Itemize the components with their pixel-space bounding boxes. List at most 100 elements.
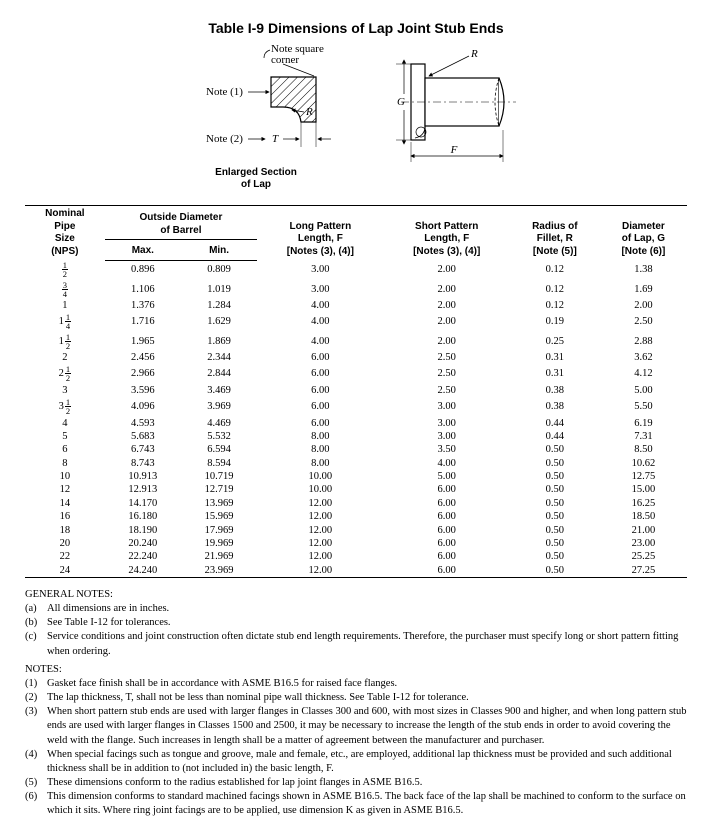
cell-r: 0.50 [510,457,600,470]
cell-short: 4.00 [384,457,510,470]
cell-min: 15.969 [181,510,257,523]
table-row: 22.4562.3446.002.500.313.62 [25,351,687,364]
cell-nps: 5 [25,430,105,443]
figure-area: Note squarecorner Note (1) R Note (2) T … [25,42,687,201]
cell-r: 0.50 [510,537,600,550]
cell-max: 0.896 [105,260,181,279]
cell-long: 6.00 [257,364,383,383]
cell-max: 8.743 [105,457,181,470]
table-row: 341.1061.0193.002.000.121.69 [25,279,687,298]
cell-max: 2.966 [105,364,181,383]
cell-max: 4.096 [105,397,181,416]
note-text: Gasket face finish shall be in accordanc… [47,677,687,691]
cell-g: 15.00 [600,483,687,496]
cell-long: 8.00 [257,443,383,456]
col-nps: Nominal Pipe Size (NPS) [25,206,105,261]
cell-max: 14.170 [105,497,181,510]
cell-nps: 2 [25,351,105,364]
note-text: These dimensions conform to the radius e… [47,776,687,790]
cell-short: 6.00 [384,550,510,563]
cell-long: 6.00 [257,351,383,364]
cell-r: 0.50 [510,443,600,456]
cell-short: 2.50 [384,364,510,383]
cell-short: 3.50 [384,443,510,456]
col-od-min: Min. [181,240,257,260]
cell-short: 2.50 [384,384,510,397]
note-item: (2)The lap thickness, T, shall not be le… [25,691,687,705]
cell-g: 16.25 [600,497,687,510]
note-text: All dimensions are in inches. [47,602,687,616]
cell-min: 23.969 [181,564,257,578]
table-row: 44.5934.4696.003.000.446.19 [25,416,687,429]
col-longF: Long Pattern Length, F [Notes (3), (4)] [257,206,383,261]
cell-short: 3.00 [384,416,510,429]
note-text: When special facings such as tongue and … [47,748,687,776]
cell-r: 0.50 [510,564,600,578]
cell-r: 0.25 [510,332,600,351]
table-row: 2424.24023.96912.006.000.5027.25 [25,564,687,578]
col-od-max: Max. [105,240,181,260]
cell-short: 2.00 [384,279,510,298]
table-row: 2122.9662.8446.002.500.314.12 [25,364,687,383]
note-item: (c)Service conditions and joint construc… [25,630,687,658]
cell-nps: 4 [25,416,105,429]
cell-long: 12.00 [257,510,383,523]
enlarged-caption: Enlarged Section of Lap [171,167,341,191]
cell-max: 5.683 [105,430,181,443]
table-row: 2020.24019.96912.006.000.5023.00 [25,537,687,550]
note-text: The lap thickness, T, shall not be less … [47,691,687,705]
cell-nps: 8 [25,457,105,470]
cell-r: 0.44 [510,416,600,429]
cell-r: 0.12 [510,279,600,298]
cell-g: 25.25 [600,550,687,563]
cell-g: 2.00 [600,299,687,312]
cell-long: 10.00 [257,483,383,496]
cell-r: 0.50 [510,523,600,536]
cell-min: 6.594 [181,443,257,456]
cell-long: 4.00 [257,299,383,312]
cell-nps: 114 [25,312,105,331]
cell-short: 6.00 [384,537,510,550]
cell-g: 21.00 [600,523,687,536]
cell-long: 12.00 [257,537,383,550]
cell-r: 0.19 [510,312,600,331]
cell-short: 6.00 [384,483,510,496]
cell-short: 2.00 [384,299,510,312]
cell-short: 2.00 [384,260,510,279]
cell-max: 20.240 [105,537,181,550]
cell-nps: 14 [25,497,105,510]
table-row: 1141.7161.6294.002.000.192.50 [25,312,687,331]
cell-nps: 112 [25,332,105,351]
figure-stub-end: R G F [371,42,541,201]
note-marker: (3) [25,705,47,748]
cell-max: 4.593 [105,416,181,429]
general-notes-head: GENERAL NOTES: [25,588,687,602]
cell-short: 3.00 [384,430,510,443]
general-notes: GENERAL NOTES: (a)All dimensions are in … [25,588,687,819]
cell-max: 22.240 [105,550,181,563]
cell-nps: 12 [25,483,105,496]
table-row: 1010.91310.71910.005.000.5012.75 [25,470,687,483]
cell-long: 12.00 [257,550,383,563]
label-square-corner: Note squarecorner [271,43,324,66]
cell-nps: 18 [25,523,105,536]
note-text: Service conditions and joint constructio… [47,630,687,658]
cell-nps: 212 [25,364,105,383]
cell-g: 4.12 [600,364,687,383]
cell-long: 4.00 [257,312,383,331]
cell-min: 1.629 [181,312,257,331]
cell-min: 19.969 [181,537,257,550]
cell-r: 0.31 [510,364,600,383]
label-note2: Note (2) [206,133,243,145]
cell-min: 2.844 [181,364,257,383]
cell-nps: 16 [25,510,105,523]
note-marker: (1) [25,677,47,691]
cell-r: 0.50 [510,510,600,523]
label-G: G [397,96,405,108]
cell-min: 1.019 [181,279,257,298]
cell-min: 2.344 [181,351,257,364]
table-row: 1212.91312.71910.006.000.5015.00 [25,483,687,496]
cell-r: 0.50 [510,497,600,510]
cell-short: 6.00 [384,497,510,510]
cell-max: 16.180 [105,510,181,523]
